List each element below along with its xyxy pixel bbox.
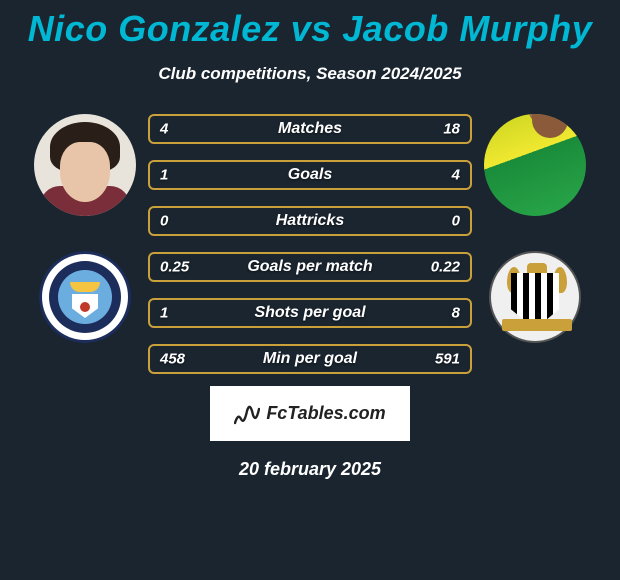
stat-label: Min per goal: [263, 350, 357, 368]
stat-right-value: 18: [443, 121, 460, 138]
club-right-badge: [484, 246, 586, 348]
brand-watermark: FcTables.com: [210, 386, 410, 441]
stat-label: Goals per match: [247, 258, 372, 276]
club-left-badge: [34, 246, 136, 348]
stat-left-value: 458: [160, 351, 185, 368]
comparison-title: Nico Gonzalez vs Jacob Murphy: [28, 8, 593, 50]
stat-label: Hattricks: [276, 212, 344, 230]
stat-row-min-per-goal: 458 Min per goal 591: [148, 344, 472, 374]
stat-row-matches: 4 Matches 18: [148, 114, 472, 144]
stat-left-value: 4: [160, 121, 168, 138]
stat-row-shots-per-goal: 1 Shots per goal 8: [148, 298, 472, 328]
stat-right-value: 8: [452, 305, 460, 322]
stat-right-value: 591: [435, 351, 460, 368]
stat-label: Matches: [278, 120, 342, 138]
comparison-body: 4 Matches 18 1 Goals 4 0 Hattricks 0 0.2…: [0, 114, 620, 374]
stat-left-value: 1: [160, 167, 168, 184]
stat-left-value: 1: [160, 305, 168, 322]
season-subtitle: Club competitions, Season 2024/2025: [158, 64, 461, 84]
player-left-photo: [34, 114, 136, 216]
brand-label: FcTables.com: [266, 403, 385, 424]
stat-row-goals-per-match: 0.25 Goals per match 0.22: [148, 252, 472, 282]
comparison-date: 20 february 2025: [239, 459, 381, 480]
stat-row-hattricks: 0 Hattricks 0: [148, 206, 472, 236]
stat-right-value: 4: [452, 167, 460, 184]
stat-row-goals: 1 Goals 4: [148, 160, 472, 190]
left-player-column: [30, 114, 140, 348]
stat-label: Goals: [288, 166, 332, 184]
stats-column: 4 Matches 18 1 Goals 4 0 Hattricks 0 0.2…: [140, 114, 480, 374]
stat-right-value: 0: [452, 213, 460, 230]
fctables-icon: [234, 403, 260, 425]
stat-left-value: 0: [160, 213, 168, 230]
player-right-photo: [484, 114, 586, 216]
right-player-column: [480, 114, 590, 348]
stat-label: Shots per goal: [254, 304, 365, 322]
stat-left-value: 0.25: [160, 259, 189, 276]
stat-right-value: 0.22: [431, 259, 460, 276]
